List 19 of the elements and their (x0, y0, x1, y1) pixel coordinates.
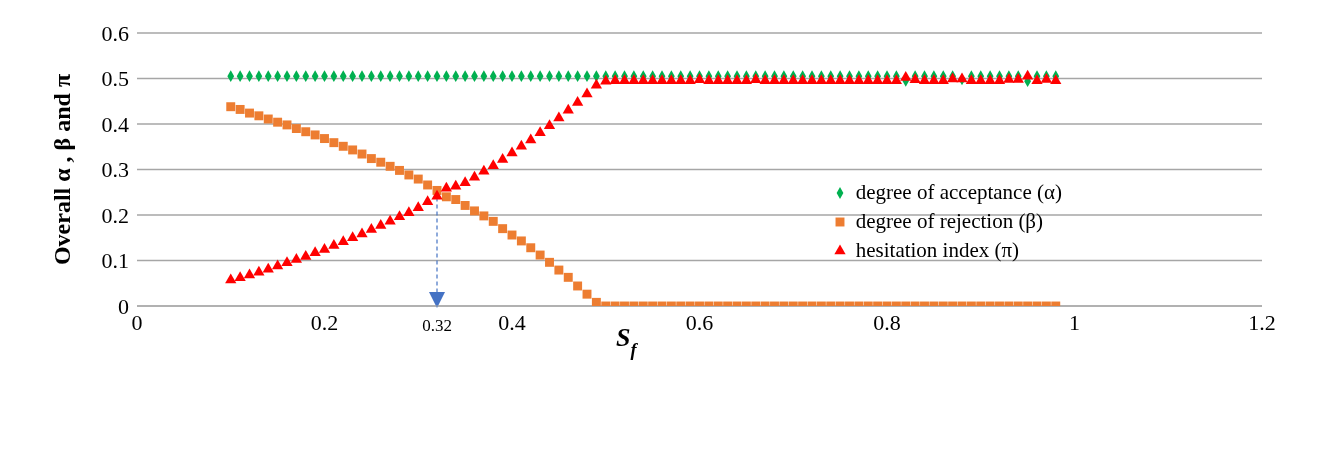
x-tick-label: 0.4 (498, 309, 526, 335)
y-tick-label: 0.2 (101, 202, 129, 228)
x-tick-label: 1.2 (1248, 309, 1276, 335)
legend-label: degree of acceptance (α) (855, 179, 1062, 206)
y-tick-label: 0.3 (101, 157, 129, 183)
y-tick-label: 0.6 (101, 20, 129, 46)
y-tick-label: 0.1 (101, 248, 129, 274)
y-tick-label: 0.5 (101, 66, 129, 92)
y-axis-title: Overall α , β and π (49, 73, 75, 266)
x-axis-title: S$_{f}$ (616, 323, 639, 360)
legend-label: degree of rejection (β) (855, 208, 1044, 235)
legend-label: hesitation index (π) (855, 237, 1020, 264)
y-tick-label: 0 (118, 293, 129, 319)
x-tick-label: 0.6 (685, 309, 714, 335)
x-tick-label: 0.2 (310, 309, 339, 335)
x-tick-label: 1 (1069, 309, 1080, 335)
y-tick-label: 0.4 (101, 111, 129, 137)
x-tick-label: 0.8 (873, 309, 901, 335)
annotation: 0.32 (422, 316, 452, 335)
